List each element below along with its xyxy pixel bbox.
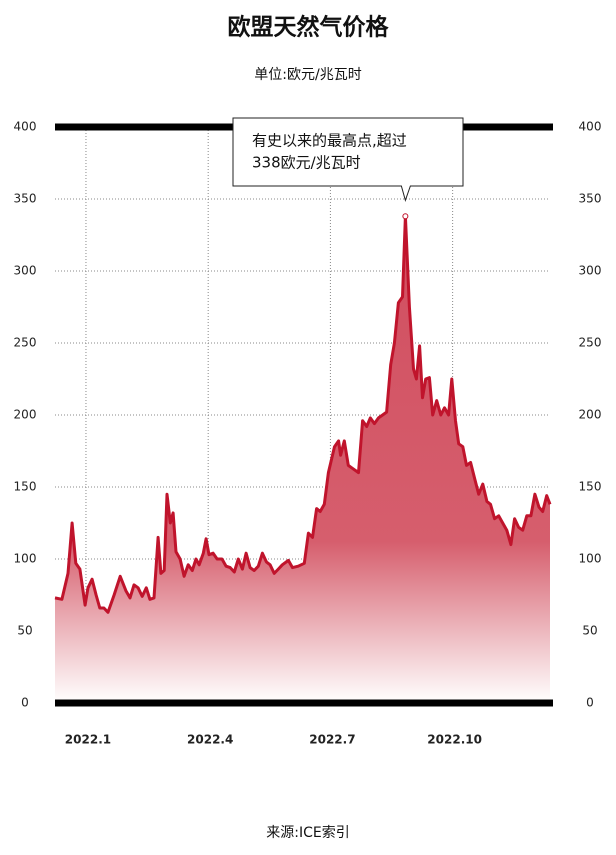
chart-title: 欧盟天然气价格: [228, 14, 390, 41]
y-tick-label: 150: [14, 480, 37, 494]
y-tick-label: 100: [14, 552, 37, 566]
annotation-box: [232, 117, 464, 202]
x-tick-label: 2022.7: [309, 733, 355, 747]
area-fill: [55, 216, 550, 704]
x-tick-label: 2022.1: [65, 733, 111, 747]
x-tick-label: 2022.10: [427, 733, 482, 747]
y-tick-label-right: 300: [579, 264, 602, 278]
y-tick-label-right: 100: [579, 552, 602, 566]
y-tick-label-right: 200: [579, 408, 602, 422]
y-tick-label: 200: [14, 408, 37, 422]
y-tick-label: 350: [14, 192, 37, 206]
y-tick-label-right: 350: [579, 192, 602, 206]
annotation-text: 有史以来的最高点,超过: [252, 132, 407, 150]
y-tick-label: 300: [14, 264, 37, 278]
y-tick-label-right: 0: [586, 696, 594, 710]
y-tick-label: 0: [21, 696, 29, 710]
chart-subtitle: 单位:欧元/兆瓦时: [254, 67, 361, 83]
price-line: [54, 214, 552, 614]
source: 来源:ICE索引: [266, 824, 349, 841]
y-tick-label-right: 50: [582, 624, 597, 638]
y-tick-label-right: 250: [579, 336, 602, 350]
y-tick-label-right: 150: [579, 480, 602, 494]
y-tick-label: 50: [17, 624, 32, 638]
y-tick-label: 400: [14, 120, 37, 134]
y-tick-label-right: 400: [579, 120, 602, 134]
x-tick-label: 2022.4: [187, 733, 233, 747]
annotation-text: 338欧元/兆瓦时: [252, 154, 361, 172]
y-tick-label: 250: [14, 336, 37, 350]
peak-marker: [402, 213, 409, 220]
